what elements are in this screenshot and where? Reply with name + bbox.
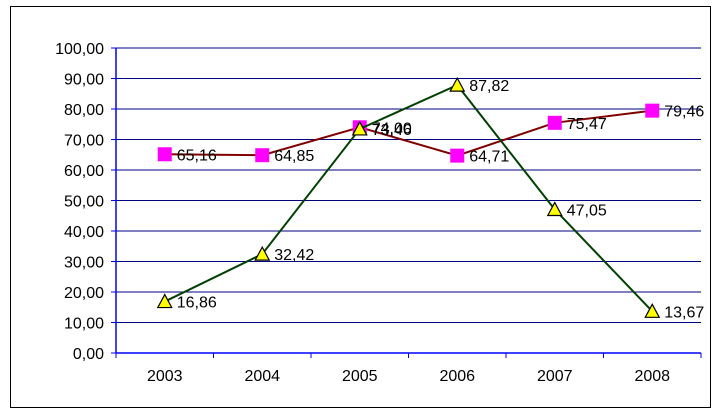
series-1-point: [645, 103, 660, 118]
series-2-data-label: 73,46: [372, 122, 412, 139]
x-tick-label: 2006: [439, 368, 475, 385]
series-1-data-label: 64,85: [274, 148, 314, 165]
series-2-data-label: 87,82: [469, 78, 509, 95]
series-1-data-label: 75,47: [567, 116, 607, 133]
series-1-point: [157, 147, 172, 162]
x-tick-label: 2004: [244, 368, 280, 385]
y-tick-label: 20,00: [64, 285, 104, 302]
series-1-data-label: 65,16: [177, 147, 217, 164]
series-2-point: [644, 303, 661, 318]
series-2-data-label: 16,86: [177, 295, 217, 312]
series-1-data-label: 74,00: [372, 120, 412, 137]
series-2-point: [254, 245, 271, 261]
series-2-point: [156, 293, 173, 309]
series-2-data-label: 32,42: [274, 247, 314, 264]
x-tick-label: 2007: [537, 368, 573, 385]
series-1-point: [547, 115, 562, 130]
y-tick-label: 90,00: [64, 72, 104, 89]
series-2-data-label: 47,05: [567, 202, 607, 219]
series-1-data-label: 79,46: [664, 104, 704, 121]
y-tick-label: 100,00: [55, 41, 104, 58]
series-1-line: [164, 109, 653, 157]
series-1-data-label: 64,71: [469, 149, 509, 166]
y-tick-label: 60,00: [64, 163, 104, 180]
x-tick-label: 2003: [147, 368, 183, 385]
series-1-point: [255, 148, 270, 163]
y-tick-label: 70,00: [64, 133, 104, 150]
chart-frame: [10, 6, 711, 408]
series-2-point: [449, 76, 466, 92]
y-tick-label: 0,00: [73, 346, 104, 363]
x-tick-label: 2005: [342, 368, 378, 385]
x-tick-label: 2008: [634, 368, 670, 385]
y-tick-label: 80,00: [64, 102, 104, 119]
y-tick-label: 40,00: [64, 224, 104, 241]
series-2-point: [351, 120, 368, 136]
series-2-data-label: 13,67: [664, 304, 704, 321]
series-1-point: [450, 148, 465, 163]
series-2-line: [164, 83, 653, 312]
y-tick-label: 10,00: [64, 316, 104, 333]
y-tick-label: 50,00: [64, 194, 104, 211]
series-2-point: [546, 201, 563, 217]
y-tick-label: 30,00: [64, 255, 104, 272]
